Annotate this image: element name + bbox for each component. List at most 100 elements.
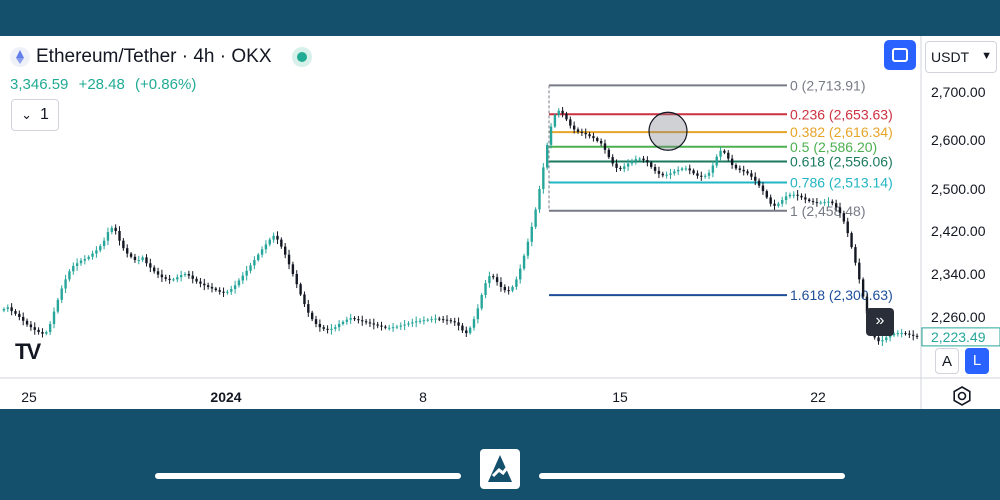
candle-body [465,330,468,334]
candle-body [391,327,395,329]
candle-body [199,281,202,284]
candle-body [106,232,110,241]
candle-body [912,334,915,336]
candle-body [819,202,822,204]
candle-body [530,226,533,242]
symbol-header[interactable]: Ethereum/Tether · 4h · OKX [10,46,312,68]
candle-body [765,191,769,198]
fib-level-label: 0.236 (2,653.63) [790,106,893,122]
scroll-to-realtime-button[interactable]: » [866,308,894,336]
candle-body [164,277,167,279]
fib-level-label: 0.5 (2,586.20) [790,139,877,155]
price-chart[interactable]: 0 (2,713.91) 0.236 (2,653.63) 0.382 (2,616… [0,36,1000,409]
candle-body [545,144,549,168]
price-change: +28.48 [78,76,125,93]
candle-body [596,138,599,141]
candle-body [723,150,726,153]
candle-body [21,317,25,321]
candle-body [676,169,680,172]
ethereum-icon [10,47,30,67]
divider-left [155,473,461,479]
candle-body [122,240,125,249]
candle-body [892,333,896,336]
currency-select[interactable]: USDT ▼ [925,41,997,73]
last-price: 3,346.59 [10,76,69,93]
candle-body [33,327,36,330]
candle-body [707,172,711,176]
candle-body [549,126,553,145]
x-tick-label: 25 [21,389,37,405]
candle-body [48,323,52,333]
candle-body [307,304,310,313]
candle-body [233,285,237,290]
candle-body [129,253,133,257]
candle-body [730,158,734,165]
candle-body [823,202,826,204]
x-tick-label: 22 [810,389,826,405]
candle-body [661,173,664,176]
x-tick-label: 15 [612,389,628,405]
candle-body [426,319,429,321]
candle-body [468,327,472,334]
candle-body [52,311,56,324]
candle-body [565,113,568,120]
candle-body [295,274,298,285]
candle-body [650,162,653,167]
candle-body [10,307,13,312]
candle-body [680,168,684,170]
auto-scale-button[interactable]: A [935,348,959,374]
candle-body [831,201,834,204]
candle-body [665,174,668,176]
chevron-down-icon: ⌄ [21,107,32,122]
log-scale-button[interactable]: L [965,348,989,374]
y-tick-label: 2,700.00 [931,84,986,100]
divider-right [539,473,845,479]
fib-level-label: 0 (2,713.91) [790,77,866,93]
fullscreen-button[interactable] [884,40,916,70]
candle-body [865,296,869,314]
last-price-badge [921,327,1000,347]
candle-body [418,320,422,322]
candle-body [611,157,614,164]
symbol-title[interactable]: Ethereum/Tether · 4h · OKX [36,46,272,67]
market-open-indicator-icon [291,47,312,67]
candle-body [754,176,757,181]
indicators-collapse-button[interactable]: ⌄ 1 [11,99,59,131]
candle-body [777,203,780,206]
candle-body [827,201,830,203]
candle-body [222,291,225,293]
x-tick-label: 8 [419,389,427,405]
candle-body [434,318,437,320]
candle-body [445,319,449,321]
candle-body [210,286,214,289]
annotation-circle[interactable] [648,111,688,151]
candle-body [688,168,691,171]
candle-body [623,166,626,169]
candle-body [195,278,198,282]
candle-body [353,318,356,320]
candle-body [553,115,557,127]
candle-body [110,227,114,233]
candle-body [283,246,287,255]
candle-body [299,284,302,295]
candle-body [241,275,245,281]
candle-body [519,268,522,280]
candle-body [653,166,657,171]
candle-body [264,244,268,250]
candle-body [334,327,337,329]
candle-body [526,241,530,256]
candle-body [172,279,175,281]
gear-icon[interactable] [951,385,973,407]
candle-body [885,337,888,341]
candle-body [280,239,283,247]
candle-body [68,271,71,280]
candle-body [56,299,60,312]
candle-body [796,194,799,196]
candle-body [673,171,676,174]
tradingview-logo[interactable]: TV [15,339,41,364]
candle-body [507,290,510,292]
y-tick-label: 2,500.00 [931,181,986,197]
last-price-label: 2,223.49 [931,329,986,345]
candle-body [291,264,295,274]
candle-body [638,158,641,160]
